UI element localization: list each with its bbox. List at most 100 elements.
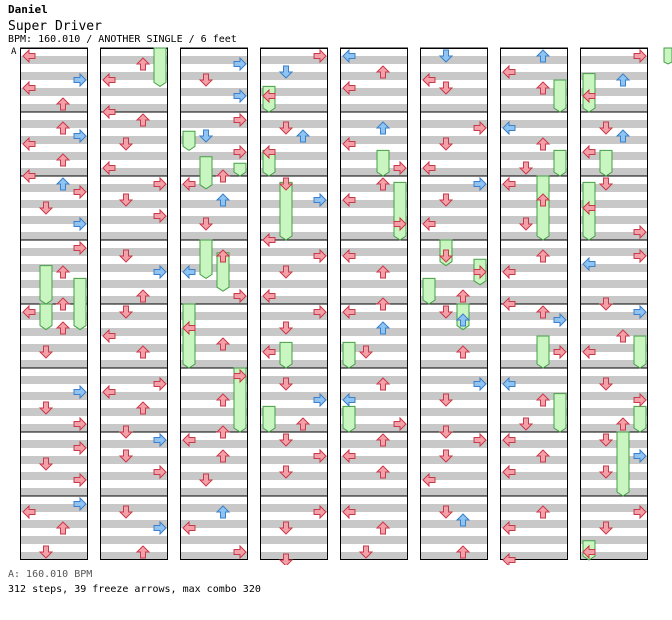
beat-band: [340, 520, 408, 528]
beat-band: [20, 472, 88, 480]
beat-band: [420, 392, 488, 400]
beat-band: [500, 280, 568, 288]
beat-band: [500, 120, 568, 128]
down-arrow: [518, 217, 534, 231]
beat-band: [100, 312, 168, 320]
beat-band: [340, 376, 408, 384]
freeze-arrow: [342, 341, 356, 369]
beat-band: [420, 328, 488, 336]
beat-band: [100, 104, 168, 112]
down-arrow: [198, 129, 214, 143]
left-arrow: [102, 384, 116, 400]
freeze-arrow: [182, 130, 196, 152]
beat-band: [580, 120, 648, 128]
beat-band: [580, 376, 648, 384]
right-arrow: [633, 392, 647, 408]
beat-band: [100, 376, 168, 384]
up-arrow: [215, 193, 231, 207]
down-arrow: [438, 449, 454, 463]
beat-band: [580, 248, 648, 256]
freeze-arrow: [262, 405, 276, 433]
left-arrow: [22, 80, 36, 96]
right-arrow: [553, 344, 567, 360]
down-arrow: [598, 177, 614, 191]
beat-band: [420, 72, 488, 80]
beat-band: [180, 392, 248, 400]
chart-column: [340, 47, 408, 560]
up-arrow: [135, 289, 151, 303]
beat-band: [500, 392, 568, 400]
beat-band: [100, 344, 168, 352]
column-border: [500, 48, 568, 560]
freeze-arrow: [393, 181, 407, 241]
beat-band: [500, 232, 568, 240]
beat-band: [580, 56, 648, 64]
right-arrow: [153, 520, 167, 536]
down-arrow: [278, 377, 294, 391]
up-arrow: [135, 113, 151, 127]
right-arrow: [633, 48, 647, 64]
beat-band: [340, 56, 408, 64]
beat-band: [340, 472, 408, 480]
up-arrow: [135, 57, 151, 71]
beat-band: [340, 392, 408, 400]
beat-band: [580, 200, 648, 208]
beat-band: [580, 104, 648, 112]
down-arrow: [598, 121, 614, 135]
up-arrow: [375, 65, 391, 79]
left-arrow: [502, 552, 516, 565]
down-arrow: [438, 393, 454, 407]
beat-band: [500, 184, 568, 192]
beat-band: [260, 120, 328, 128]
up-arrow: [375, 297, 391, 311]
down-arrow: [38, 401, 54, 415]
beat-band: [500, 536, 568, 544]
right-arrow: [153, 432, 167, 448]
beat-band: [20, 440, 88, 448]
freeze-arrow-edge: [663, 47, 672, 65]
down-arrow: [118, 193, 134, 207]
beat-band: [500, 152, 568, 160]
left-arrow: [262, 344, 276, 360]
beat-band: [100, 456, 168, 464]
beat-band: [100, 264, 168, 272]
beat-band: [420, 280, 488, 288]
beat-band: [580, 280, 648, 288]
beat-band: [340, 328, 408, 336]
beat-band: [180, 232, 248, 240]
beat-band: [180, 376, 248, 384]
beat-band: [420, 440, 488, 448]
up-arrow: [55, 297, 71, 311]
beat-band: [340, 440, 408, 448]
beat-band: [340, 184, 408, 192]
beat-band: [500, 312, 568, 320]
right-arrow: [233, 544, 247, 560]
beat-band: [580, 552, 648, 560]
column-border: [340, 48, 408, 560]
beat-band: [340, 504, 408, 512]
left-arrow: [502, 296, 516, 312]
up-arrow: [295, 417, 311, 431]
up-arrow: [615, 129, 631, 143]
beat-band: [260, 184, 328, 192]
down-arrow: [198, 473, 214, 487]
freeze-arrow: [199, 239, 213, 280]
up-arrow: [215, 449, 231, 463]
left-arrow: [22, 136, 36, 152]
beat-band: [20, 216, 88, 224]
left-arrow: [342, 448, 356, 464]
left-arrow: [502, 432, 516, 448]
beat-band: [100, 360, 168, 368]
beat-band: [340, 424, 408, 432]
beat-band: [420, 248, 488, 256]
right-arrow: [393, 416, 407, 432]
up-arrow: [375, 521, 391, 535]
up-arrow: [215, 169, 231, 183]
up-arrow: [615, 417, 631, 431]
beat-band: [180, 472, 248, 480]
beat-band: [500, 264, 568, 272]
beat-band: [180, 328, 248, 336]
right-arrow: [473, 264, 487, 280]
beat-band: [100, 472, 168, 480]
beat-band: [260, 536, 328, 544]
